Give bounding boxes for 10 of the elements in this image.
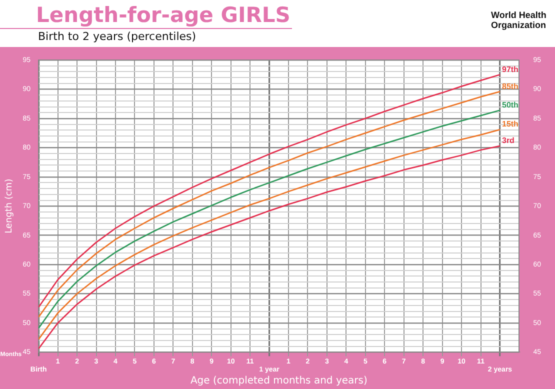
chart-subtitle: Birth to 2 years (percentiles) bbox=[38, 30, 196, 43]
x-axis-title: Age (completed months and years) bbox=[190, 376, 368, 387]
series-label: 15th bbox=[502, 120, 519, 129]
chart-title: Length-for-age GIRLS bbox=[0, 2, 292, 29]
series-label: 97th bbox=[502, 64, 519, 74]
series-label: 3rd bbox=[502, 136, 515, 146]
y-axis-title: Length (cm) bbox=[4, 178, 15, 234]
text: World Health Organization bbox=[491, 10, 548, 30]
series-label: 50th bbox=[502, 100, 519, 110]
series-label: 85th bbox=[502, 82, 519, 91]
